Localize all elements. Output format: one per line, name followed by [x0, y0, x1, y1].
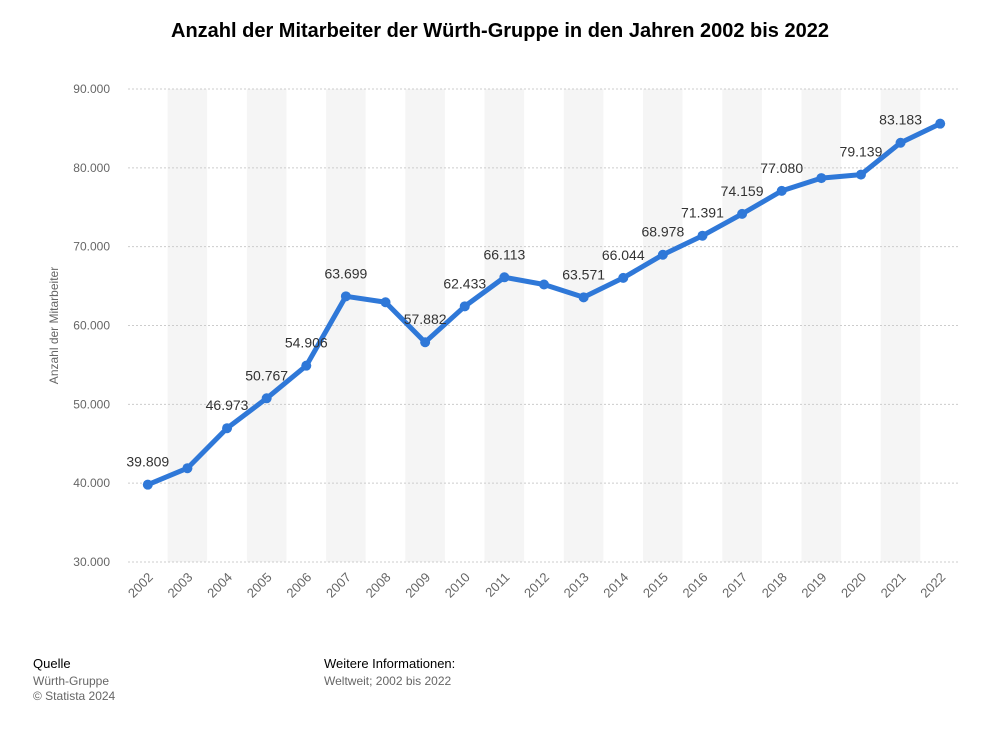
data-point-2020 [855, 169, 866, 180]
data-label-2015: 68.978 [641, 224, 684, 240]
x-tick-label: 2014 [600, 570, 631, 601]
data-label-2002: 39.809 [126, 454, 169, 470]
chart-title: Anzahl der Mitarbeiter der Würth-Gruppe … [171, 20, 829, 42]
data-point-2009 [420, 337, 431, 348]
y-tick-label: 60.000 [73, 319, 110, 333]
data-point-2017 [737, 208, 748, 219]
y-tick-label: 50.000 [73, 397, 110, 411]
x-tick-label: 2009 [402, 570, 433, 601]
x-tick-label: 2017 [719, 570, 750, 601]
data-label-2011: 66.113 [483, 246, 525, 262]
x-tick-label: 2004 [204, 570, 235, 601]
data-point-2015 [657, 249, 668, 260]
x-tick-label: 2002 [125, 570, 156, 601]
x-tick-label: 2019 [798, 570, 829, 601]
source-block: Quelle Würth-Gruppe © Statista 2024 [33, 656, 115, 704]
info-heading[interactable]: Weitere Informationen: [324, 656, 456, 671]
gridlines [128, 88, 960, 563]
y-tick-label: 40.000 [73, 476, 110, 490]
data-points [142, 118, 946, 490]
x-tick-label: 2015 [640, 570, 671, 601]
x-tick-label: 2003 [164, 570, 195, 601]
x-tick-label: 2007 [323, 570, 354, 601]
x-tick-label: 2008 [363, 570, 394, 601]
data-point-2014 [618, 272, 629, 283]
y-tick-label: 90.000 [73, 82, 110, 96]
data-label-2007: 63.699 [324, 265, 367, 281]
data-label-2010: 62.433 [443, 275, 486, 291]
source-heading: Quelle [33, 656, 71, 671]
data-point-2004 [222, 423, 233, 434]
x-tick-label: 2021 [878, 570, 909, 601]
data-point-2018 [776, 185, 787, 196]
data-point-2007 [340, 291, 351, 302]
data-label-2018: 77.080 [760, 160, 803, 176]
y-axis-ticks: 30.000 40.000 50.000 60.000 70.000 80.000 90.0… [73, 82, 110, 569]
data-point-2010 [459, 301, 470, 312]
data-label-2014: 66.044 [602, 247, 645, 263]
x-axis-ticks: 2002 2003 2004 2005 2006 2007 2008 2009 2010 2011… [125, 570, 948, 601]
x-tick-label: 2011 [482, 570, 512, 600]
data-label-2016: 71.391 [681, 205, 724, 221]
data-point-2016 [697, 230, 708, 241]
data-label-2013: 63.571 [562, 266, 605, 282]
data-point-2013 [578, 292, 589, 303]
data-label-2020: 79.139 [840, 144, 883, 160]
data-point-2008 [380, 297, 391, 308]
x-tick-label: 2016 [680, 570, 711, 601]
y-tick-label: 70.000 [73, 240, 110, 254]
info-block: Weitere Informationen: Weltweit; 2002 bi… [324, 656, 455, 689]
data-point-2005 [261, 393, 272, 404]
data-point-2019 [816, 173, 827, 184]
data-point-2022 [935, 118, 946, 129]
data-label-2017: 74.159 [721, 183, 764, 199]
x-tick-label: 2005 [244, 570, 275, 601]
y-tick-label: 30.000 [73, 555, 110, 569]
data-label-2005: 50.767 [245, 367, 288, 383]
source-name[interactable]: Würth-Gruppe [33, 674, 110, 688]
x-tick-label: 2012 [521, 570, 552, 601]
data-label-2004: 46.973 [206, 397, 249, 413]
x-tick-label: 2010 [442, 570, 473, 601]
data-point-2011 [499, 272, 510, 283]
data-point-2002 [142, 479, 153, 490]
info-text: Weltweit; 2002 bis 2022 [324, 674, 452, 688]
y-tick-label: 80.000 [73, 161, 110, 175]
copyright: © Statista 2024 [33, 689, 116, 703]
x-tick-label: 2020 [838, 570, 869, 601]
data-labels: 39.809 46.973 50.767 54.906 63.699 57.882 62.4… [126, 112, 922, 470]
data-point-2012 [539, 279, 549, 290]
x-tick-label: 2018 [759, 570, 790, 601]
data-point-2006 [301, 360, 312, 371]
x-tick-label: 2006 [283, 570, 314, 601]
data-point-2021 [895, 137, 906, 148]
data-label-2009: 57.882 [404, 311, 447, 327]
y-axis-label: Anzahl der Mitarbeiter [47, 267, 61, 384]
data-label-2006: 54.906 [285, 335, 328, 351]
x-tick-label: 2013 [561, 570, 592, 601]
data-label-2021: 83.183 [879, 112, 922, 128]
data-point-2003 [182, 463, 193, 474]
x-tick-label: 2022 [917, 570, 948, 601]
